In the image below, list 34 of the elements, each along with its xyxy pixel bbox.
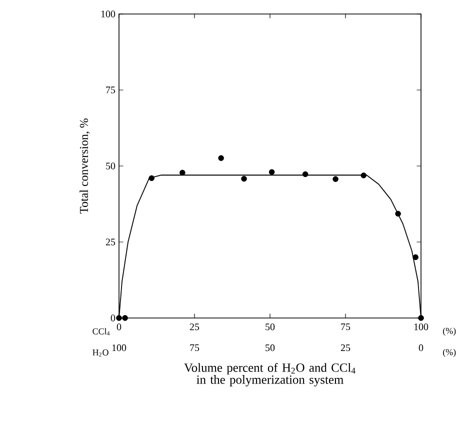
x2-tick-label: 75 <box>190 344 200 352</box>
point <box>148 175 155 182</box>
x-tick-label: 25 <box>190 324 200 330</box>
text: CCl$_{4}$ <box>92 328 110 336</box>
y-tick-label: 100 <box>101 10 116 18</box>
text: (%) <box>443 348 456 358</box>
x-axis-title: Volume percent of H$_{2}$O and CCl$_{4}$ in the polymerization system <box>184 362 356 386</box>
point <box>360 172 367 178</box>
point <box>268 169 275 175</box>
point <box>241 176 247 182</box>
y-tick-label: 50 <box>106 162 116 170</box>
point <box>418 315 424 321</box>
point <box>116 315 122 321</box>
x2-tick-label: 50 <box>266 344 275 352</box>
x2-tick-label: 100 <box>112 344 126 352</box>
point <box>395 210 401 217</box>
y-tick-label: 25 <box>106 238 116 246</box>
text: H$_{2}$O <box>92 349 108 356</box>
x-tick-label: 0 <box>116 324 122 330</box>
x-tick-label: 100 <box>414 324 428 330</box>
point <box>412 254 418 260</box>
x-tick-label: 50 <box>266 324 275 330</box>
x2-tick-label: 25 <box>340 344 350 352</box>
y-tick-label: 0 <box>110 314 116 322</box>
text: (%) <box>443 328 456 336</box>
point <box>332 176 338 182</box>
point <box>302 171 308 178</box>
y-axis-title: Total conversion, % <box>80 118 90 214</box>
y-tick-label: 75 <box>106 86 116 94</box>
point <box>218 155 224 161</box>
x-tick-label: 75 <box>341 324 350 330</box>
x2-tick-label: 0 <box>418 344 424 352</box>
point <box>180 170 186 176</box>
point <box>122 315 128 321</box>
